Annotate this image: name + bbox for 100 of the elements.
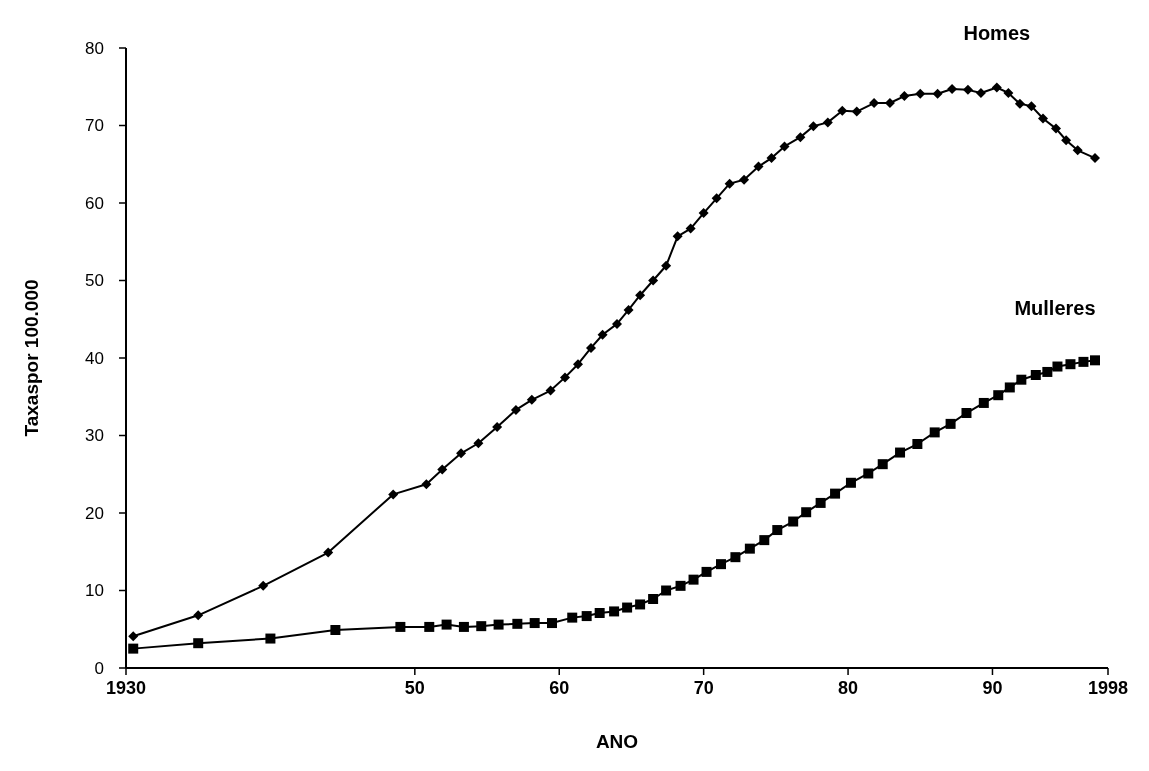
point (1072, 145, 1083, 156)
series-label: Mulleres (1014, 297, 1096, 320)
y-tick-label: 20 (85, 503, 104, 523)
point (648, 275, 659, 286)
point (512, 618, 523, 629)
point (128, 643, 139, 654)
point (991, 82, 1002, 93)
y-axis-title: Taxaspor 100.000 (21, 279, 42, 437)
point (661, 260, 672, 271)
x-tick-label: 90 (982, 678, 1003, 698)
point (573, 359, 584, 370)
x-tick-label: 1998 (1087, 678, 1129, 698)
point (744, 543, 755, 554)
point (837, 105, 848, 116)
point (594, 607, 605, 618)
point (1026, 101, 1037, 112)
point (612, 318, 622, 329)
point (1090, 153, 1100, 164)
y-tick-label: 0 (94, 658, 104, 678)
point (1052, 361, 1063, 372)
point (795, 132, 806, 143)
point (1051, 123, 1062, 134)
point (193, 638, 204, 649)
point (330, 625, 341, 636)
point (545, 385, 556, 396)
point (388, 489, 399, 500)
y-tick-label: 10 (85, 581, 104, 601)
x-tick-label: 60 (549, 678, 570, 698)
point (730, 552, 741, 563)
point (753, 161, 764, 172)
point (1014, 98, 1025, 109)
point (929, 427, 940, 438)
point (978, 397, 989, 408)
point (772, 525, 783, 536)
point (672, 231, 683, 242)
point (715, 559, 726, 570)
point (788, 516, 799, 527)
point (675, 580, 686, 591)
point (961, 408, 972, 419)
point (895, 447, 906, 458)
point (962, 84, 973, 95)
x-tick-label: 50 (404, 678, 425, 698)
point (739, 174, 750, 185)
point (808, 121, 819, 132)
point (476, 621, 487, 632)
point (258, 580, 269, 591)
y-tick-label: 80 (85, 38, 104, 58)
point (265, 633, 276, 644)
point (1038, 113, 1049, 124)
point (863, 468, 874, 479)
point (661, 585, 672, 596)
point (993, 390, 1004, 401)
point (510, 404, 521, 415)
point (759, 535, 770, 546)
x-tick-label: 70 (693, 678, 714, 698)
point (648, 594, 659, 605)
y-tick-label: 40 (85, 348, 104, 368)
point (473, 438, 484, 449)
point (421, 479, 432, 490)
point (567, 612, 578, 623)
point (1065, 359, 1076, 370)
point (456, 448, 467, 459)
point (1042, 366, 1053, 377)
point (1078, 356, 1089, 367)
point (711, 193, 722, 204)
point (851, 106, 862, 117)
x-tick-label: 1930 (105, 678, 147, 698)
point (323, 547, 334, 558)
point (492, 421, 503, 432)
point (437, 464, 448, 475)
point (822, 117, 833, 128)
point (581, 611, 592, 622)
point (622, 602, 633, 613)
point (1061, 135, 1072, 146)
x-tick-label: 80 (838, 678, 859, 698)
point (529, 618, 540, 629)
point (1030, 370, 1041, 381)
point (945, 418, 956, 429)
point (912, 439, 923, 450)
point (845, 477, 856, 488)
point (1003, 87, 1014, 98)
point (128, 631, 139, 642)
point (193, 610, 204, 621)
point (688, 574, 699, 585)
point (597, 329, 608, 340)
y-tick-label: 60 (85, 193, 104, 213)
point (623, 304, 634, 315)
point (441, 619, 452, 630)
point (458, 621, 469, 632)
point (815, 497, 826, 508)
point (635, 290, 646, 301)
point (493, 619, 504, 630)
point (701, 566, 712, 577)
point (685, 223, 696, 234)
point (801, 507, 812, 518)
y-tick-label: 30 (85, 426, 104, 446)
point (932, 88, 943, 99)
point (779, 141, 790, 152)
point (635, 599, 646, 610)
point (698, 208, 709, 219)
